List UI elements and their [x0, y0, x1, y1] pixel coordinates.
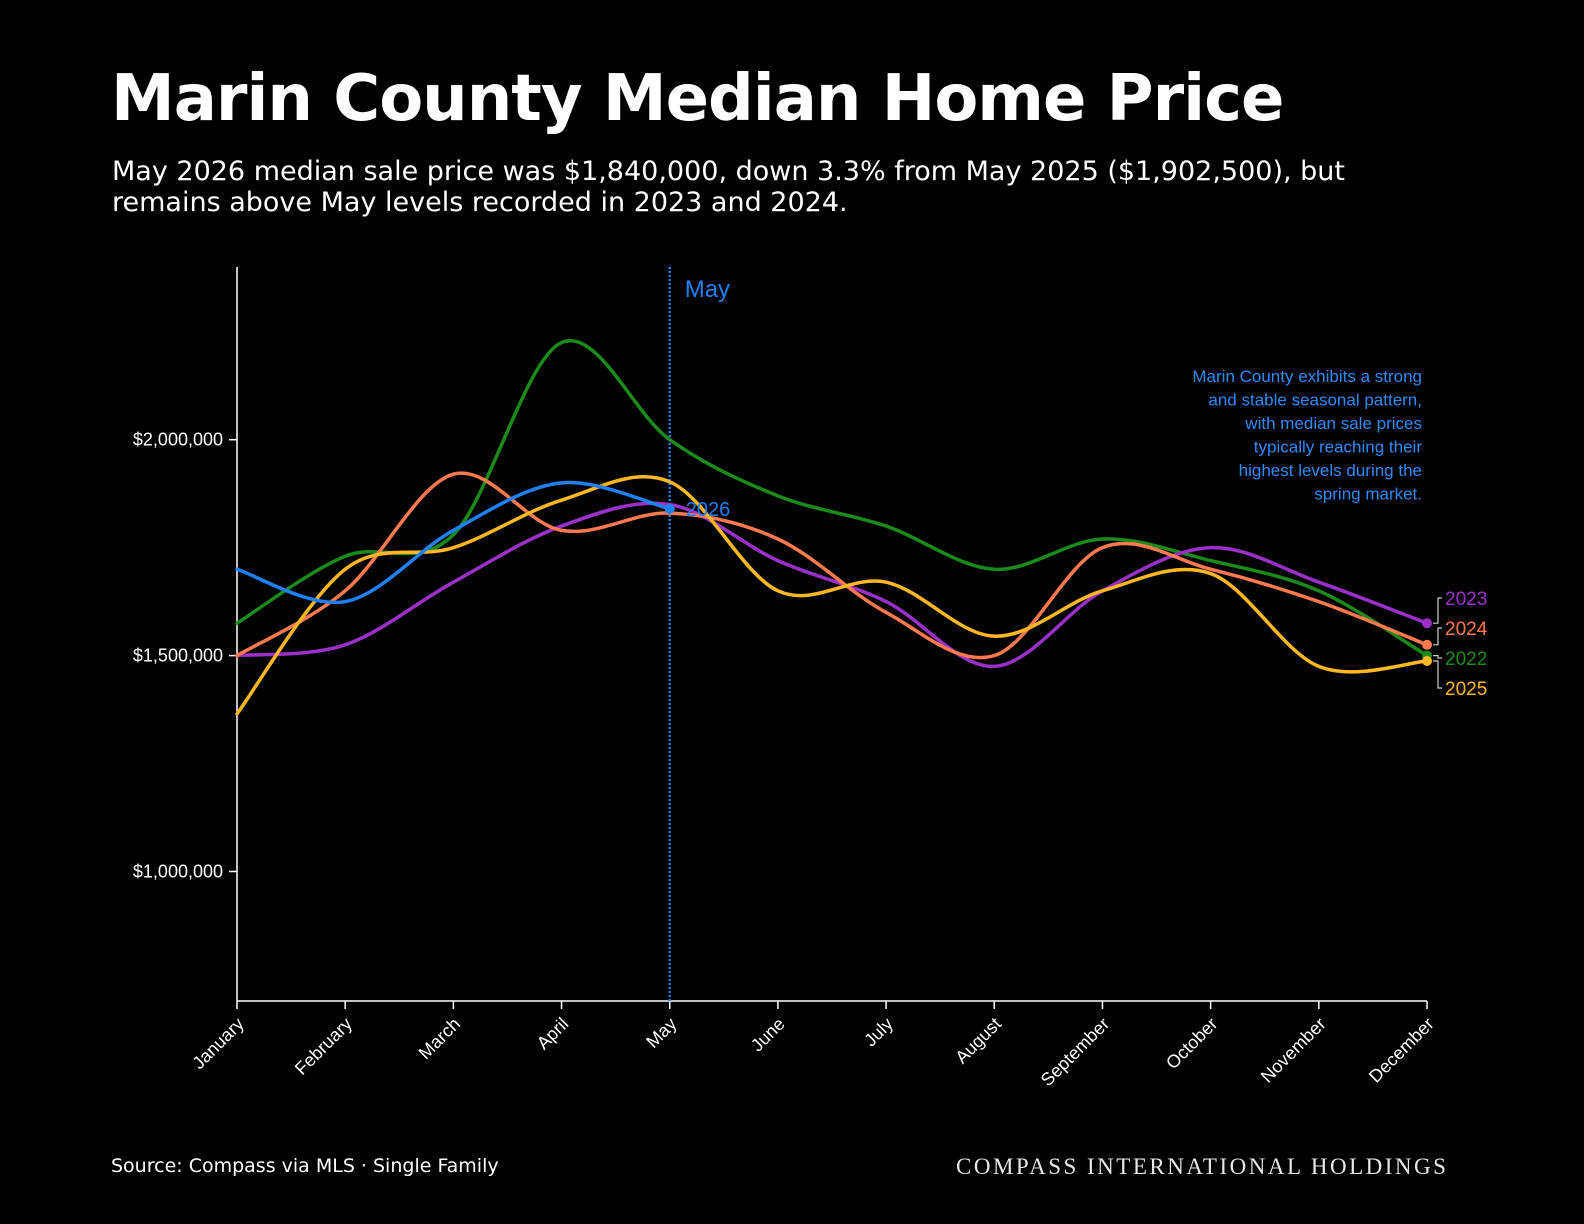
series-end-point-2025: [1422, 655, 1432, 666]
x-tick-label: August: [951, 1014, 1005, 1068]
series-label-2024: 2024: [1445, 619, 1488, 640]
x-tick-label: April: [533, 1014, 573, 1054]
x-tick-label: July: [860, 1014, 897, 1051]
x-tick-label: March: [415, 1014, 465, 1064]
brand-logo: COMPASS INTERNATIONAL HOLDINGS: [956, 1154, 1449, 1179]
series-line-2024: [235, 471, 1429, 660]
annotation-line: Marin County exhibits a strong: [1192, 367, 1422, 386]
series-line-2026: [235, 480, 672, 605]
series-label-2023: 2023: [1445, 589, 1487, 610]
series-line-2022: [235, 338, 1429, 658]
annotation-line: and stable seasonal pattern,: [1208, 391, 1422, 410]
leader-2022: [1433, 654, 1442, 659]
page-subtitle: May 2026 median sale price was $1,840,00…: [112, 156, 1345, 218]
chart-annotation: Marin County exhibits a strong and stable…: [1192, 367, 1422, 504]
annotation-line: highest levels during the: [1239, 461, 1422, 480]
annotation-line: with median sale prices: [1244, 414, 1422, 433]
x-tick-label: January: [188, 1014, 247, 1073]
series-end-point-2024: [1422, 639, 1432, 650]
series-label-2026: 2026: [686, 499, 731, 521]
x-tick-label: December: [1365, 1014, 1438, 1087]
page-title: Marin County Median Home Price: [111, 62, 1284, 136]
series-lines: [235, 338, 1432, 716]
y-tick-label: $1,000,000: [133, 861, 223, 881]
x-tick-label: May: [642, 1014, 680, 1052]
y-tick-label: $2,000,000: [133, 430, 223, 450]
leader-2023: [1433, 597, 1442, 624]
y-tick-label: $1,500,000: [133, 646, 223, 666]
annotation-line: typically reaching their: [1254, 438, 1423, 457]
x-tick-label: October: [1162, 1014, 1221, 1073]
series-line-2023: [235, 501, 1429, 669]
annotation-line: spring market.: [1314, 485, 1422, 504]
source-note: Source: Compass via MLS · Single Family: [111, 1155, 499, 1177]
x-tick-label: November: [1257, 1014, 1330, 1087]
may-marker-label: May: [685, 276, 730, 303]
series-label-2022: 2022: [1445, 649, 1487, 670]
x-tick-label: June: [747, 1014, 789, 1056]
x-tick-label: February: [291, 1014, 356, 1079]
series-end-point-2023: [1422, 618, 1432, 629]
series-label-2025: 2025: [1445, 679, 1487, 700]
series-labels: 2022 2023 2024 2025 2026: [686, 499, 1488, 700]
may-marker: May: [668, 267, 730, 1001]
series-end-point-2026: [664, 503, 675, 514]
x-tick-label: September: [1037, 1014, 1113, 1090]
annotation-text: Marin County exhibits a strong and stable…: [1192, 367, 1422, 504]
leader-2025: [1433, 660, 1442, 689]
leader-2024: [1433, 627, 1442, 646]
